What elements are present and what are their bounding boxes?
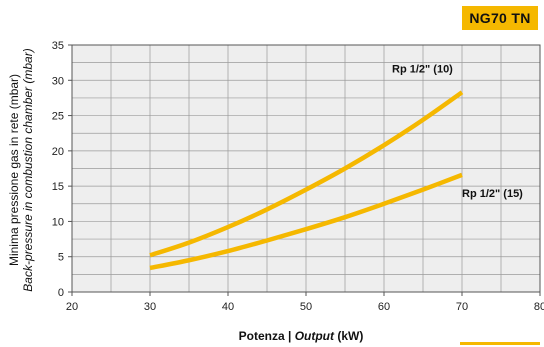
series-lines xyxy=(149,90,464,271)
y-tick-label: 20 xyxy=(52,146,64,158)
y-tick-label: 25 xyxy=(52,111,64,123)
series-label-2: Rp 1/2" (15) xyxy=(462,188,523,200)
y-axis-title-line1: Minima pressione gas in rete (mbar) xyxy=(7,74,21,266)
tick-labels: 20 30 40 50 60 70 80 0 5 10 15 20 25 30 35 xyxy=(52,40,544,313)
y-tick-label: 30 xyxy=(52,75,64,87)
series-line-2 xyxy=(149,172,463,271)
axes xyxy=(68,44,541,296)
x-tick-label: 50 xyxy=(300,301,312,313)
x-tick-label: 30 xyxy=(144,301,156,313)
x-tick-label: 80 xyxy=(534,301,544,313)
x-tick-label: 70 xyxy=(456,301,468,313)
y-tick-label: 5 xyxy=(58,252,64,264)
series-labels: Rp 1/2" (10) Rp 1/2" (15) xyxy=(392,63,523,200)
series-line-1 xyxy=(149,90,464,258)
y-axis-title-line2: Back-pressure in combustion chamber (mba… xyxy=(21,48,35,291)
y-tick-label: 35 xyxy=(52,40,64,52)
y-tick-label: 10 xyxy=(52,216,64,228)
y-tick-label: 15 xyxy=(52,181,64,193)
x-tick-label: 40 xyxy=(222,301,234,313)
model-badge-label: NG70 TN xyxy=(469,10,531,26)
accent-bar xyxy=(460,342,540,345)
series-label-1: Rp 1/2" (10) xyxy=(392,63,453,75)
x-tick-label: 60 xyxy=(378,301,390,313)
x-axis-title: Potenza | Output (kW) xyxy=(239,329,364,343)
model-badge: NG70 TN xyxy=(462,6,538,30)
y-tick-label: 0 xyxy=(58,287,64,299)
x-tick-label: 20 xyxy=(66,301,78,313)
